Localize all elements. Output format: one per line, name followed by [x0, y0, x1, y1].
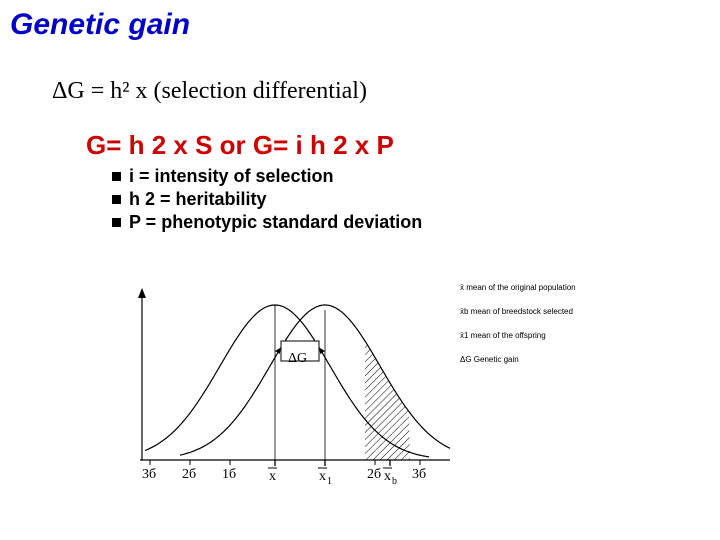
svg-text:ΔG Genetic gain: ΔG Genetic gain	[460, 355, 519, 364]
formula-line: G= h 2 x S or G= i h 2 x P	[86, 130, 394, 161]
square-icon	[112, 172, 121, 181]
square-icon	[112, 195, 121, 204]
square-icon	[112, 218, 121, 227]
svg-text:x: x	[269, 469, 276, 484]
bullet-item: h 2 = heritability	[112, 189, 422, 210]
svg-text:1б: 1б	[222, 467, 236, 482]
svg-text:x̄1 mean of the offspring: x̄1 mean of the offspring	[460, 331, 546, 340]
svg-text:3б: 3б	[412, 467, 426, 482]
bullet-text: i = intensity of selection	[129, 166, 334, 187]
svg-text:3б: 3б	[142, 467, 156, 482]
bullet-list: i = intensity of selection h 2 = heritab…	[112, 166, 422, 235]
svg-text:1: 1	[327, 476, 332, 487]
svg-text:x̄ mean of the original popul: x̄ mean of the original population	[460, 283, 576, 292]
svg-text:2б: 2б	[367, 467, 381, 482]
svg-text:x: x	[319, 469, 326, 484]
bullet-text: P = phenotypic standard deviation	[129, 212, 422, 233]
svg-text:ΔG: ΔG	[288, 351, 307, 366]
equation-text: ΔG = h² x (selection differential)	[52, 78, 367, 104]
svg-text:2б: 2б	[182, 467, 196, 482]
page-title: Genetic gain	[10, 8, 190, 42]
bullet-item: i = intensity of selection	[112, 166, 422, 187]
bullet-item: P = phenotypic standard deviation	[112, 212, 422, 233]
svg-text:x̄b mean of breedstock selecte: x̄b mean of breedstock selected	[460, 307, 573, 316]
svg-text:x: x	[384, 469, 391, 484]
equation-delta-g: ΔG = h² x (selection differential)	[52, 78, 367, 105]
bullet-text: h 2 = heritability	[129, 189, 267, 210]
svg-text:b: b	[392, 476, 397, 487]
bell-curve-diagram: ΔG3б2б1б2б3бxx1xbx̄ mean of the original…	[120, 260, 590, 520]
